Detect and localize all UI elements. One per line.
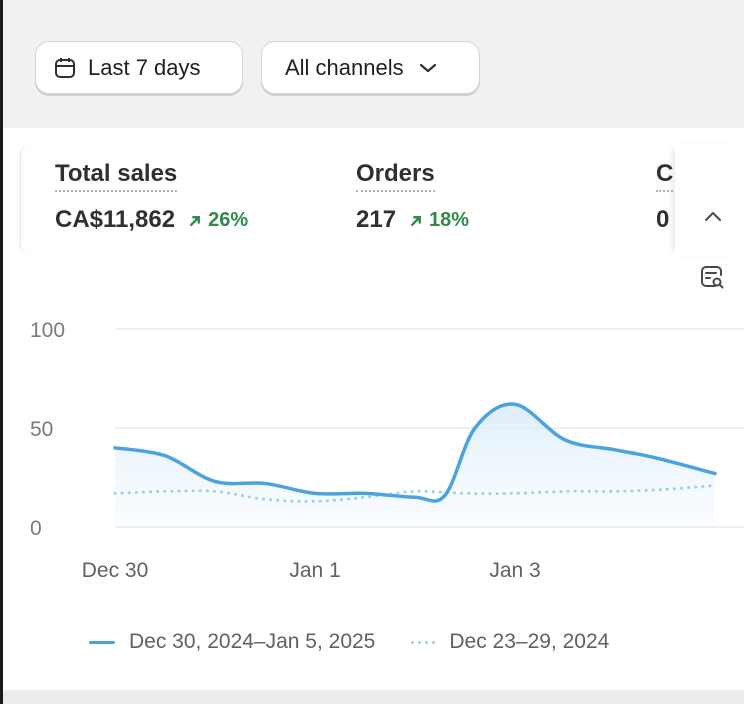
date-range-label: Last 7 days	[88, 54, 201, 80]
chevron-up-icon	[705, 212, 721, 221]
arrow-up-right-icon	[411, 215, 421, 226]
channel-select-label: All channels	[285, 54, 404, 80]
metric-change-value: 18%	[429, 208, 470, 231]
metric-change-value: 26%	[208, 208, 249, 231]
metric-total-sales[interactable]: Total sales CA$11,862 26%	[55, 159, 248, 234]
card-footer-strip	[3, 690, 744, 704]
legend-label: Dec 23–29, 2024	[449, 630, 610, 653]
calendar-icon	[53, 56, 77, 80]
legend-item-previous[interactable]: Dec 23–29, 2024	[409, 630, 609, 654]
series-current-line[interactable]	[113, 402, 717, 503]
y-tick-label: 0	[30, 517, 42, 540]
metric-value: 0	[656, 206, 670, 233]
y-tick-label: 50	[30, 418, 53, 441]
chart-settings-icon	[701, 266, 724, 289]
analytics-card: Total sales CA$11,862 26% Orders 217	[3, 128, 744, 690]
chevron-down-icon	[418, 61, 438, 75]
metric-value: 217	[356, 206, 397, 233]
window-edge	[0, 0, 3, 704]
metric-orders[interactable]: Orders 217 18%	[356, 159, 469, 234]
series-current-area	[115, 404, 715, 527]
metric-label: Orders	[356, 159, 435, 192]
metric-label: Total sales	[55, 159, 178, 192]
legend-swatch-dotted	[409, 640, 436, 644]
legend-item-current[interactable]: Dec 30, 2024–Jan 5, 2025	[89, 630, 375, 654]
metric-change: 18%	[410, 209, 469, 232]
metric-value: CA$11,862	[55, 206, 176, 233]
x-tick-label: Jan 3	[489, 559, 540, 582]
series-previous-line[interactable]	[113, 483, 717, 503]
metric-partial[interactable]: C 0	[656, 159, 674, 234]
y-tick-label: 100	[30, 319, 65, 342]
date-range-button[interactable]: Last 7 days	[35, 41, 243, 94]
metrics-row: Total sales CA$11,862 26% Orders 217	[20, 145, 681, 253]
metric-label: C	[656, 159, 674, 192]
x-tick-label: Jan 1	[289, 559, 340, 582]
sales-chart: 0 50 100 Dec 30 Jan 1 Jan 3	[30, 319, 744, 582]
x-tick-label: Dec 30	[82, 559, 149, 582]
channel-select[interactable]: All channels	[261, 41, 480, 94]
legend-label: Dec 30, 2024–Jan 5, 2025	[129, 630, 376, 653]
collapse-button[interactable]	[698, 202, 728, 232]
chart-settings-button[interactable]	[697, 262, 727, 292]
legend-swatch-solid	[89, 640, 115, 644]
arrow-up-right-icon	[190, 215, 201, 226]
metrics-collapse-panel	[675, 144, 744, 256]
metric-change: 26%	[189, 209, 248, 232]
filter-bar: Last 7 days All channels	[3, 0, 744, 128]
chart-legend: Dec 30, 2024–Jan 5, 2025 Dec 23–29, 2024	[89, 630, 643, 654]
